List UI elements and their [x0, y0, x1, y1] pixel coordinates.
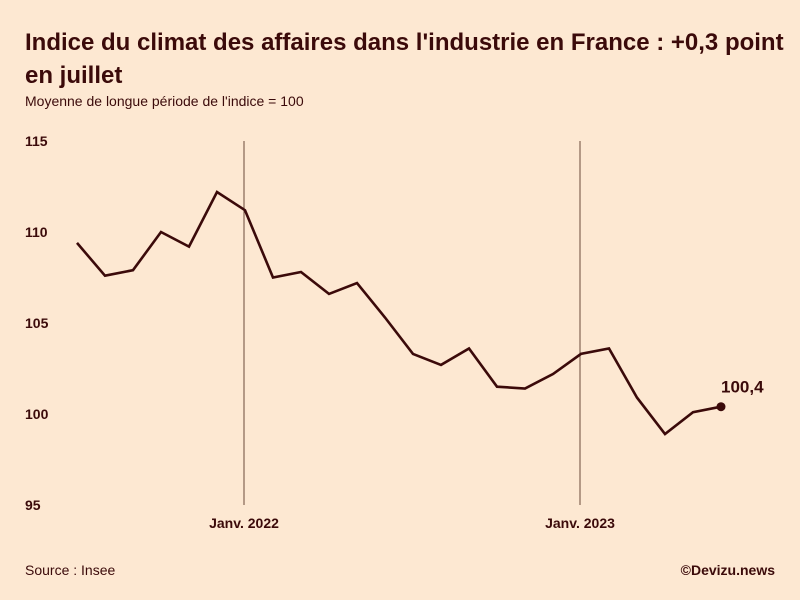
- chart-title: Indice du climat des affaires dans l'ind…: [25, 29, 784, 89]
- chart-subtitle: Moyenne de longue période de l'indice = …: [25, 93, 304, 109]
- y-tick-label: 115: [25, 133, 48, 149]
- y-tick-label: 105: [25, 315, 49, 331]
- series-line: [76, 190, 722, 436]
- source-note: Source : Insee: [25, 562, 116, 578]
- x-tick-label: Janv. 2023: [545, 515, 615, 531]
- last-value-label: 100,4: [721, 378, 764, 397]
- credit-note: ©Devizu.news: [680, 562, 775, 578]
- x-tick-label: Janv. 2022: [209, 515, 279, 531]
- last-value-point: [716, 402, 726, 412]
- y-tick-label: 110: [25, 224, 48, 240]
- y-tick-label: 100: [25, 406, 49, 422]
- y-tick-label: 95: [25, 497, 41, 513]
